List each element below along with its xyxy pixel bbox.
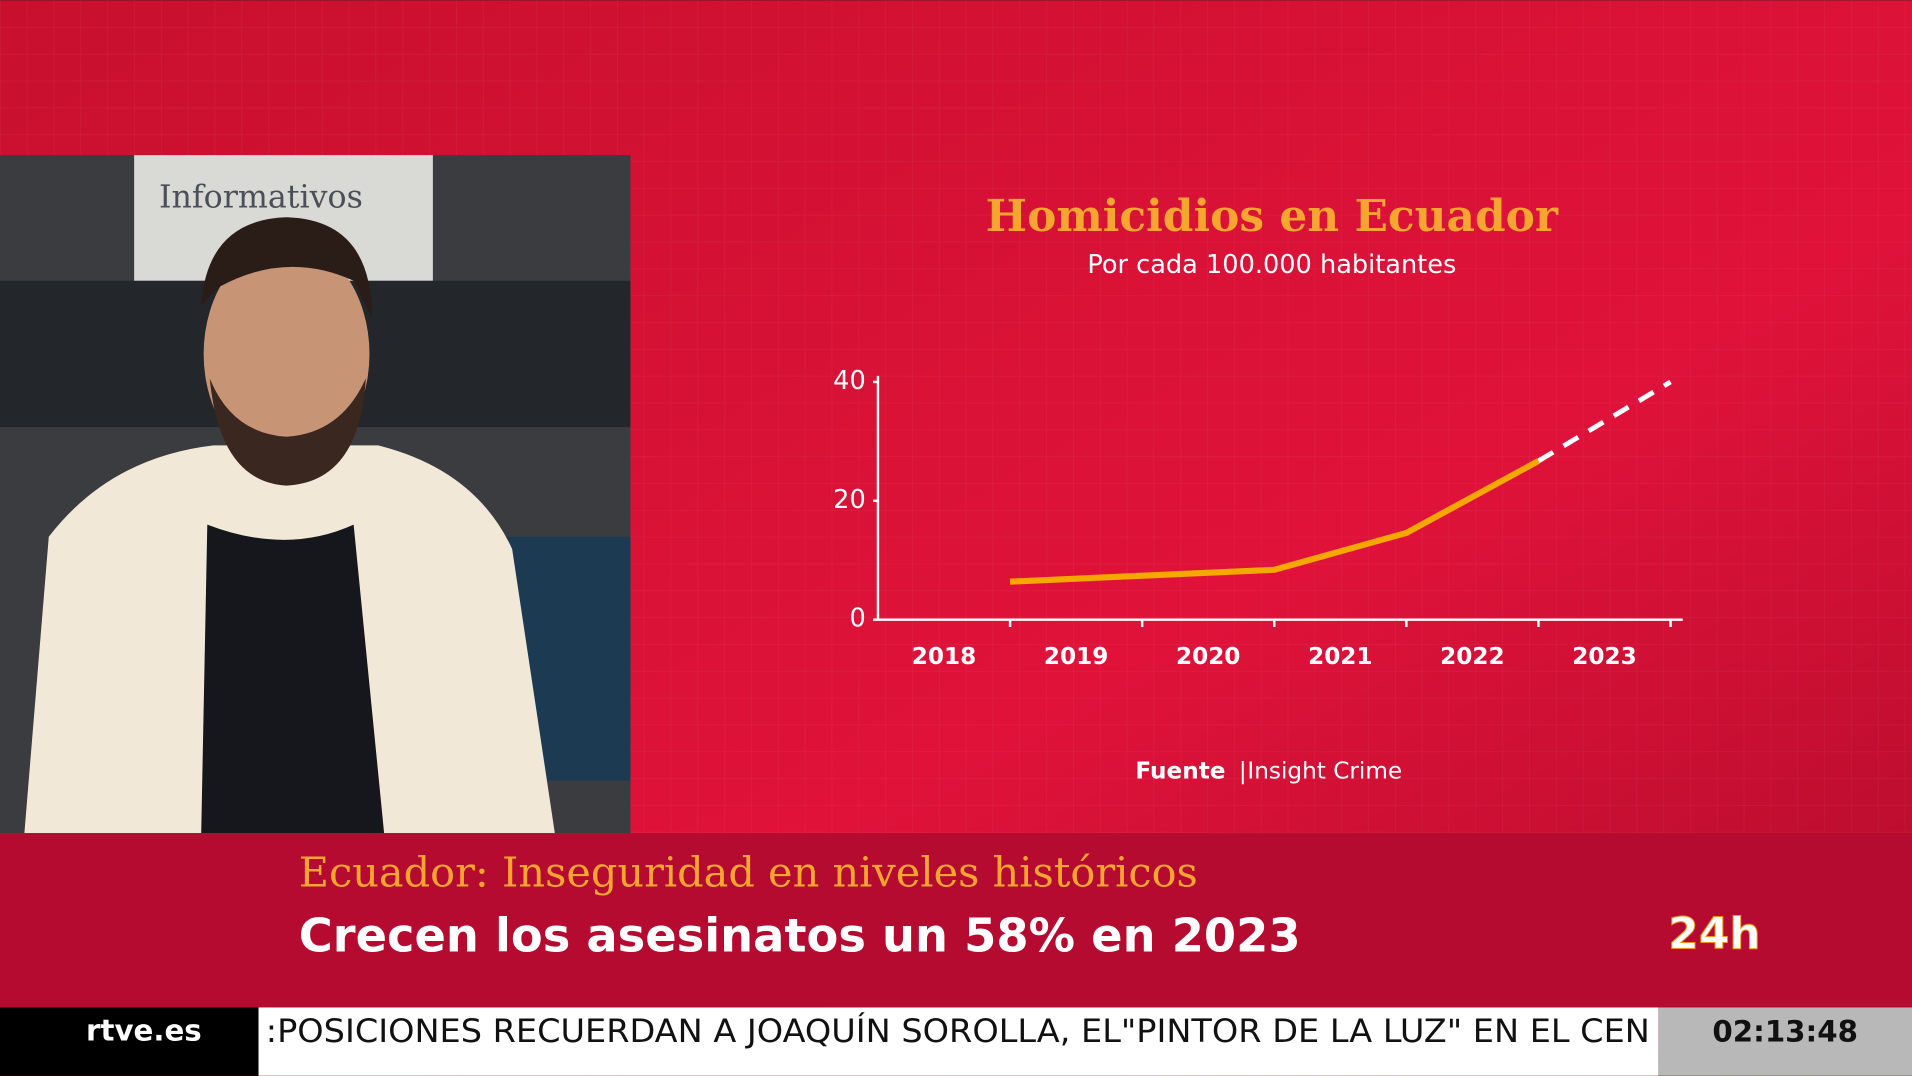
lower-third	[0, 833, 1912, 1008]
face	[203, 241, 370, 467]
y-tick-label: 0	[849, 604, 865, 634]
y-tick-label: 40	[833, 366, 866, 396]
ticker-text: :POSICIONES RECUERDAN A JOAQUÍN SOROLLA,…	[266, 1012, 1650, 1050]
hair	[201, 217, 372, 318]
x-tick-label: 2020	[1176, 644, 1240, 670]
beard	[209, 378, 366, 486]
y-tick-label: 20	[833, 485, 866, 515]
source-separator: |	[1239, 759, 1247, 785]
x-tick-label: 2022	[1440, 644, 1504, 670]
backdrop-text: Informativos	[159, 180, 363, 216]
x-tick-label: 2021	[1308, 644, 1372, 670]
video-feed: Informativos	[0, 155, 631, 834]
ticker-box	[258, 1007, 1659, 1076]
brand: rtve.es	[86, 1013, 202, 1047]
kicker: Ecuador: Inseguridad en niveles históric…	[299, 848, 1198, 896]
brand-box	[0, 1007, 259, 1076]
projection-segment	[1537, 379, 1672, 464]
source-label: Fuente	[1135, 759, 1225, 785]
channel-logo: 24h	[1668, 909, 1760, 960]
data-line	[1009, 458, 1540, 585]
x-tick-label: 2019	[1044, 644, 1108, 670]
headline: Crecen los asesinatos un 58% en 2023	[299, 909, 1301, 963]
shirt	[201, 524, 385, 834]
x-tick-label: 2023	[1572, 644, 1636, 670]
chart-title: Homicidios en Ecuador	[986, 191, 1559, 242]
clock-box	[1658, 1007, 1912, 1076]
chart-subtitle: Por cada 100.000 habitantes	[1087, 250, 1456, 280]
clock: 02:13:48	[1712, 1015, 1858, 1049]
source: Insight Crime	[1247, 759, 1402, 785]
x-tick-label: 2018	[912, 644, 976, 670]
